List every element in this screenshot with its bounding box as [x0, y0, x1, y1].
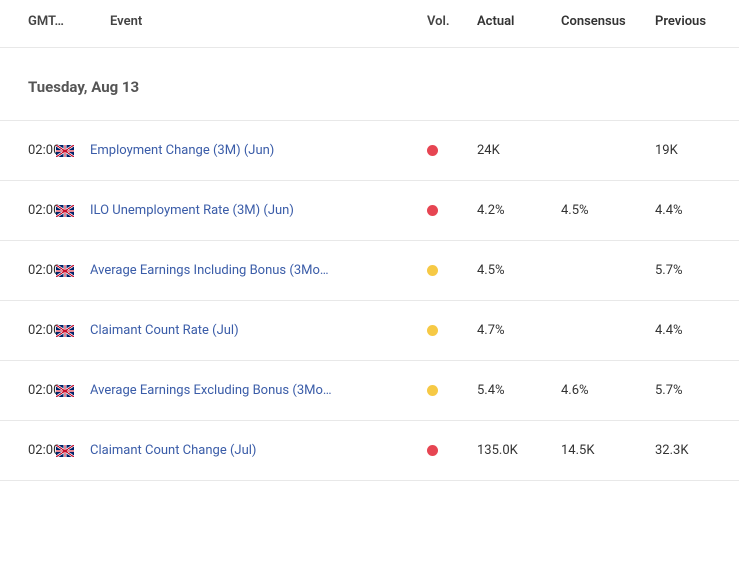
cell-event: Average Earnings Excluding Bonus (3Mo… [80, 383, 427, 398]
cell-time: 02:00 [0, 143, 50, 158]
cell-previous: 4.4% [655, 203, 739, 218]
cell-time: 02:00 [0, 323, 50, 338]
uk-flag-icon [56, 265, 74, 277]
cell-vol [427, 145, 467, 156]
event-link[interactable]: ILO Unemployment Rate (3M) (Jun) [90, 203, 421, 218]
cell-actual: 4.2% [467, 203, 561, 218]
volatility-dot-icon [427, 265, 438, 276]
table-row: 02:00 Claimant Count Rate (Jul) 4.7% 4.4% [0, 301, 739, 361]
event-link[interactable]: Claimant Count Rate (Jul) [90, 323, 421, 338]
cell-event: Employment Change (3M) (Jun) [80, 143, 427, 158]
cell-vol [427, 385, 467, 396]
cell-flag [50, 385, 80, 397]
uk-flag-icon [56, 385, 74, 397]
table-row: 02:00 Claimant Count Change (Jul) 135.0K14… [0, 421, 739, 481]
event-link[interactable]: Average Earnings Including Bonus (3Mo… [90, 263, 421, 278]
event-link[interactable]: Claimant Count Change (Jul) [90, 443, 421, 458]
cell-actual: 4.7% [467, 323, 561, 338]
cell-previous: 5.7% [655, 263, 739, 278]
col-header-previous: Previous [655, 14, 739, 29]
cell-flag [50, 265, 80, 277]
col-header-vol: Vol. [427, 14, 467, 29]
table-row: 02:00 ILO Unemployment Rate (3M) (Jun) 4.2… [0, 181, 739, 241]
volatility-dot-icon [427, 145, 438, 156]
cell-event: ILO Unemployment Rate (3M) (Jun) [80, 203, 427, 218]
col-header-actual: Actual [467, 14, 561, 29]
cell-flag [50, 145, 80, 157]
cell-actual: 4.5% [467, 263, 561, 278]
cell-time: 02:00 [0, 263, 50, 278]
cell-previous: 32.3K [655, 443, 739, 458]
cell-flag [50, 205, 80, 217]
economic-calendar-table: GMT… Event Vol. Actual Consensus Previou… [0, 0, 739, 481]
table-row: 02:00 Average Earnings Excluding Bonus (3… [0, 361, 739, 421]
cell-consensus: 14.5K [561, 443, 655, 458]
cell-previous: 19K [655, 143, 739, 158]
cell-event: Claimant Count Rate (Jul) [80, 323, 427, 338]
cell-actual: 5.4% [467, 383, 561, 398]
uk-flag-icon [56, 205, 74, 217]
cell-time: 02:00 [0, 383, 50, 398]
uk-flag-icon [56, 325, 74, 337]
col-header-event: Event [80, 14, 427, 29]
cell-event: Claimant Count Change (Jul) [80, 443, 427, 458]
table-row: 02:00 Employment Change (3M) (Jun) 24K 19K [0, 121, 739, 181]
volatility-dot-icon [427, 325, 438, 336]
cell-time: 02:00 [0, 203, 50, 218]
cell-vol [427, 445, 467, 456]
col-header-consensus: Consensus [561, 14, 655, 29]
cell-actual: 135.0K [467, 443, 561, 458]
cell-actual: 24K [467, 143, 561, 158]
table-header-row: GMT… Event Vol. Actual Consensus Previou… [0, 0, 739, 48]
event-link[interactable]: Employment Change (3M) (Jun) [90, 143, 421, 158]
event-link[interactable]: Average Earnings Excluding Bonus (3Mo… [90, 383, 421, 398]
cell-consensus: 4.6% [561, 383, 655, 398]
cell-flag [50, 445, 80, 457]
date-group-header: Tuesday, Aug 13 [0, 48, 739, 121]
volatility-dot-icon [427, 385, 438, 396]
cell-consensus: 4.5% [561, 203, 655, 218]
cell-flag [50, 325, 80, 337]
cell-previous: 4.4% [655, 323, 739, 338]
cell-time: 02:00 [0, 443, 50, 458]
volatility-dot-icon [427, 445, 438, 456]
cell-vol [427, 325, 467, 336]
cell-event: Average Earnings Including Bonus (3Mo… [80, 263, 427, 278]
uk-flag-icon [56, 445, 74, 457]
uk-flag-icon [56, 145, 74, 157]
volatility-dot-icon [427, 205, 438, 216]
cell-previous: 5.7% [655, 383, 739, 398]
table-row: 02:00 Average Earnings Including Bonus (3… [0, 241, 739, 301]
cell-vol [427, 265, 467, 276]
cell-vol [427, 205, 467, 216]
col-header-time: GMT… [0, 14, 80, 29]
